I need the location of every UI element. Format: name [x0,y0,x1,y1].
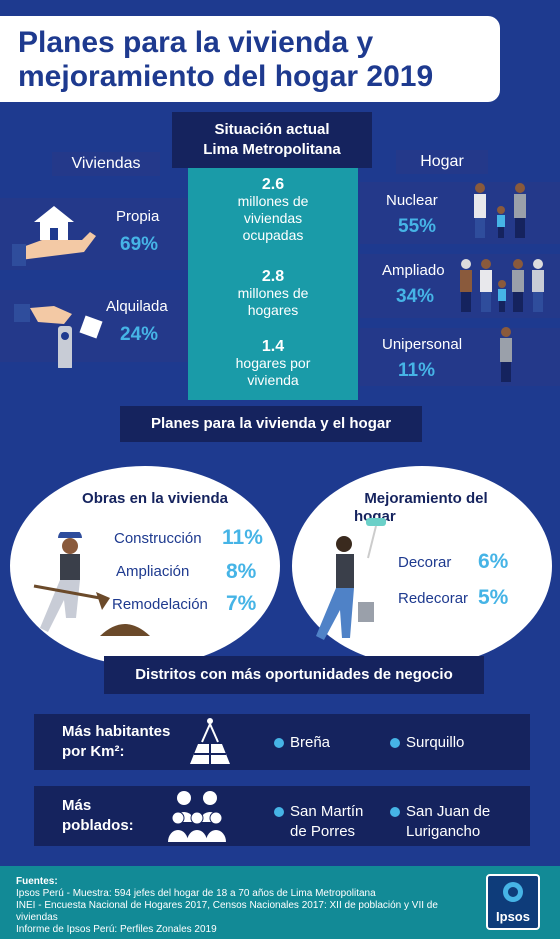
hogar-header: Hogar [396,150,488,174]
distrito-san-juan-l1: San Juan de [406,803,491,820]
distritos-title: Distritos con más oportunidades de negoc… [104,656,484,694]
ampliado-label: Ampliado [382,262,445,279]
habitantes-l1: Más habitantes [62,723,171,740]
house-in-hand-icon [12,206,96,266]
stat-hogares-value: 2.8 [261,268,285,285]
fuentes-l2: INEI - Encuesta Nacional de Hogares 2017… [16,900,438,923]
ipsos-logo-text: Ipsos [496,909,530,924]
viviendas-header: Viviendas [52,152,160,176]
mejoramiento-circle [292,466,552,666]
stat-viviendas-l3: ocupadas [242,227,304,243]
distrito-san-martin-l1: San Martín [290,803,364,820]
extended-family-icon [460,259,544,312]
construccion-pct: 11% [222,526,263,549]
single-person-icon [500,327,512,382]
crowd-icon [168,791,226,842]
footer [0,866,560,939]
distrito-brena-label: Breña [290,734,331,751]
ipsos-logo-icon [503,882,523,902]
page-title-line1: Planes para la vivienda y [18,26,374,59]
alquilada-pct: 24% [120,324,159,345]
redecorar-label: Redecorar [398,590,469,607]
fuentes: Fuentes: Ipsos Perú - Muestra: 594 jefes… [16,876,476,936]
stat-hogares-l2: hogares [247,302,299,318]
nuclear-family-icon [474,183,526,238]
mejoramiento-title1: Mejoramiento del [364,490,488,507]
construccion-label: Construcción [114,530,202,547]
stat-hogares: 2.8 millones de hogares [188,268,358,319]
fuentes-l1: Ipsos Perú - Muestra: 594 jefes del hoga… [16,888,376,899]
ampliado-pct: 34% [396,286,435,307]
nuclear-band [360,182,560,244]
poblados-l1: Más [62,797,92,814]
stat-viviendas-l1: millones de [237,193,309,209]
stat-hpv-value: 1.4 [261,338,285,355]
planes-title: Planes para la vivienda y el hogar [120,406,422,442]
ampliacion-pct: 8% [226,560,257,583]
poblados-l2: poblados: [62,817,134,834]
stat-viviendas: 2.6 millones de viviendas ocupadas [188,176,358,244]
ipsos-logo[interactable]: Ipsos [486,874,540,930]
distrito-brena: Breña [274,734,330,751]
stat-hpv-l2: vivienda [247,372,299,388]
title-box: Planes para la vivienda y mejoramiento d… [0,16,500,102]
distrito-san-martin: San Martín de Porres [274,802,363,842]
unipersonal-pct: 11% [398,360,435,381]
stat-hogares-l1: millones de [237,285,309,301]
propia-pct: 69% [120,234,159,255]
decorar-pct: 6% [478,550,509,573]
distrito-surquillo: Surquillo [390,734,464,751]
stat-viviendas-value: 2.6 [261,176,285,193]
poblados-label: Más poblados: [62,796,134,836]
stat-hogares-por-vivienda: 1.4 hogares por vivienda [188,338,358,389]
habitantes-label: Más habitantes por Km²: [62,722,170,762]
situacion-line2: Lima Metropolitana [203,141,341,158]
unipersonal-label: Unipersonal [382,336,463,353]
situacion-line1: Situación actual [214,121,330,138]
painter-icon [316,518,386,640]
distrito-surquillo-label: Surquillo [406,734,465,751]
distrito-san-martin-l2: de Porres [290,823,356,840]
density-grid-icon [190,718,230,764]
ampliacion-label: Ampliación [116,563,190,580]
nuclear-pct: 55% [398,216,437,237]
distrito-san-juan: San Juan de Lurigancho [390,802,490,842]
bullet-icon [274,807,284,818]
remodelacion-pct: 7% [226,592,257,615]
remodelacion-label: Remodelación [112,596,208,613]
habitantes-l2: por Km²: [62,743,125,760]
unipersonal-band [360,328,560,386]
decorar-label: Decorar [398,554,452,571]
propia-label: Propia [116,208,160,225]
construction-worker-icon [33,532,150,636]
bullet-icon [390,807,400,818]
redecorar-pct: 5% [478,586,509,609]
page-title-line2: mejoramiento del hogar 2019 [18,60,434,93]
bullet-icon [390,738,400,749]
key-in-hand-icon [14,304,103,368]
fuentes-l3: Informe de Ipsos Perú: Perfiles Zonales … [16,924,217,935]
stat-viviendas-l2: viviendas [243,210,303,226]
stat-hpv-l1: hogares por [235,355,311,371]
situacion-label: Situación actual Lima Metropolitana [172,112,372,168]
nuclear-label: Nuclear [386,192,438,209]
distrito-san-juan-l2: Lurigancho [406,823,481,840]
center-stats-panel [188,168,358,400]
fuentes-title: Fuentes: [16,876,58,887]
bullet-icon [274,738,284,749]
obras-title: Obras en la vivienda [82,490,228,507]
alquilada-label: Alquilada [106,298,168,315]
